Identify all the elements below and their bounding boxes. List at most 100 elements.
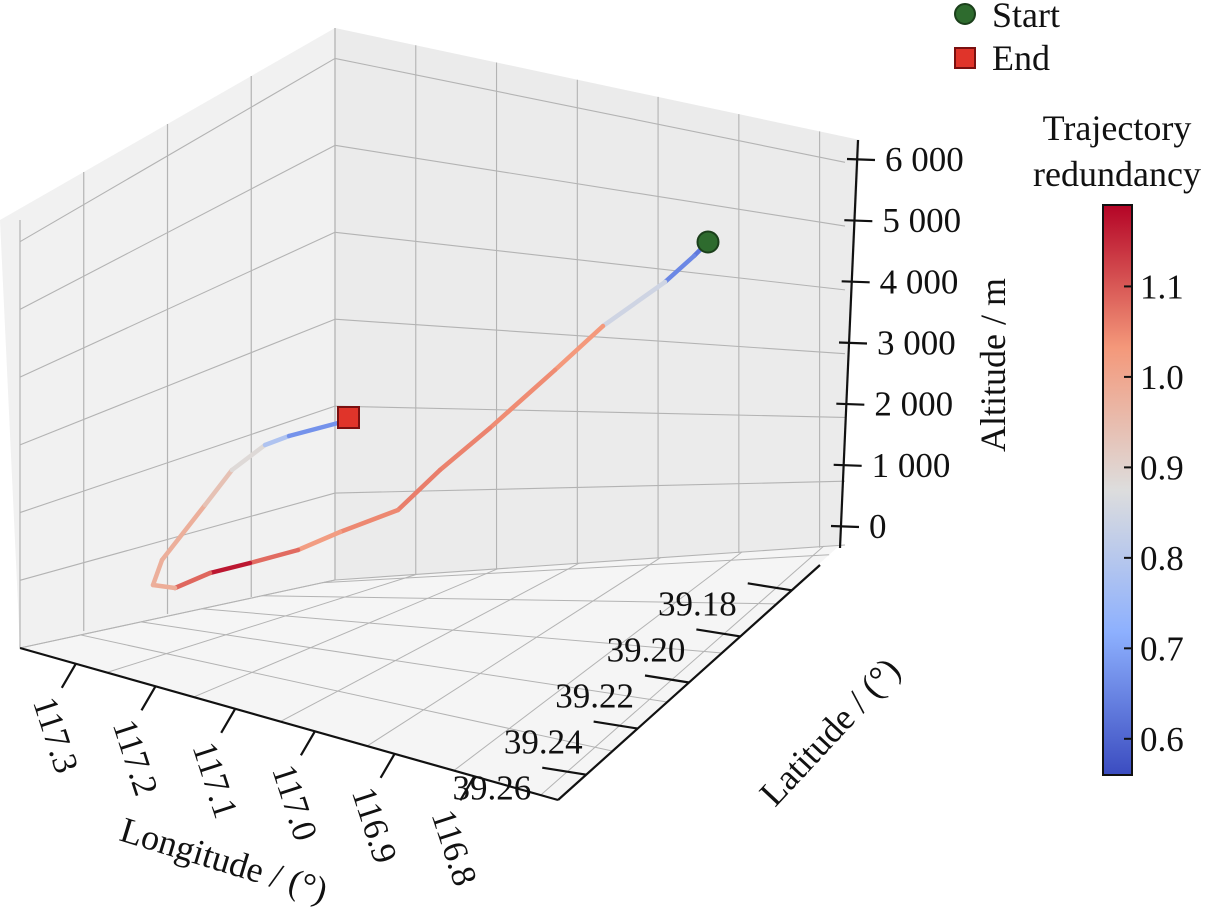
- y-tick: [747, 582, 792, 592]
- grid-line: [19, 57, 336, 243]
- grid-line: [334, 57, 846, 163]
- grid-line: [193, 568, 499, 698]
- z-tick: [836, 402, 865, 406]
- trajectory-segment: [337, 507, 401, 535]
- z-tick: [844, 219, 873, 223]
- trajectory-segment: [487, 367, 558, 431]
- colorbar-tick-label: 1.0: [1140, 358, 1184, 397]
- colorbar: Trajectory redundancy 0.6 0.7 0.8 0.9 1.0 1.1: [1033, 108, 1201, 776]
- grid-line: [19, 405, 336, 514]
- trajectory-segment: [202, 467, 235, 508]
- trajectory-segment: [207, 560, 253, 576]
- grid-line: [334, 231, 846, 291]
- trajectory-segment: [395, 467, 443, 513]
- legend: Start End: [954, 0, 1060, 78]
- trajectory-segment: [600, 279, 668, 329]
- x-tick: [459, 775, 476, 801]
- x-tick: [220, 708, 237, 734]
- grid-line: [280, 562, 580, 722]
- grid-line: [80, 634, 613, 752]
- colorbar-tick-label: 0.8: [1140, 539, 1184, 578]
- colorbar-title-line2: redundancy: [1033, 154, 1201, 194]
- x-tick: [140, 685, 157, 711]
- z-tick: [833, 463, 862, 467]
- x-tick-label: 116.8: [424, 805, 485, 891]
- z-tick-label: 2 000: [874, 385, 953, 424]
- start-marker: [696, 230, 720, 254]
- x-axis-line: [19, 646, 559, 802]
- trajectory-segment: [437, 425, 493, 473]
- legend-end-symbol: [954, 47, 976, 69]
- trajectory-segment: [662, 253, 697, 285]
- grid-line: [334, 405, 846, 418]
- grid-line: [453, 551, 743, 771]
- grid-line: [19, 231, 336, 378]
- trajectory-segment: [552, 323, 606, 373]
- colorbar-tick-label: 1.1: [1140, 267, 1184, 306]
- y-tick: [593, 720, 638, 730]
- grid-line: [201, 608, 721, 654]
- legend-end-label: End: [992, 38, 1050, 78]
- trajectory-segment: [229, 442, 268, 473]
- colorbar-tick-label: 0.7: [1140, 629, 1184, 668]
- z-axis-line: [838, 139, 860, 549]
- grid-line: [366, 556, 662, 747]
- y-tick: [696, 628, 741, 638]
- z-tick-label: 5 000: [882, 201, 961, 240]
- end-marker: [337, 406, 360, 429]
- grid-line: [334, 144, 846, 227]
- z-axis-label: Altitude / m: [973, 278, 1013, 452]
- x-tick-label: 117.0: [264, 760, 325, 846]
- y-tick-label: 39.18: [658, 584, 737, 623]
- x-tick: [299, 730, 316, 756]
- legend-start-symbol: [954, 3, 976, 25]
- grid-line: [262, 595, 775, 605]
- z-tick-label: 1 000: [872, 446, 951, 485]
- y-tick-label: 39.26: [453, 769, 532, 808]
- colorbar-ticks: 0.6 0.7 0.8 0.9 1.0 1.1: [1124, 267, 1184, 759]
- colorbar-tick-label: 0.6: [1140, 720, 1184, 759]
- grid-line: [19, 318, 336, 446]
- trajectory-segment: [247, 547, 301, 566]
- x-tick-label: 117.3: [25, 692, 86, 778]
- trajectory-segment: [286, 420, 341, 439]
- grid-line: [322, 554, 830, 584]
- trajectory-segment: [262, 433, 292, 448]
- x-tick: [379, 753, 396, 779]
- trajectory-segment: [295, 529, 343, 553]
- z-tick-label: 6 000: [885, 140, 964, 179]
- floor-pane: [20, 545, 840, 800]
- y-axis-ticks: 39.18 39.20 39.22 39.24 39.26: [453, 582, 792, 808]
- z-tick: [830, 524, 860, 529]
- y-tick-label: 39.20: [607, 630, 686, 669]
- z-tick: [841, 280, 870, 284]
- x-tick-label: 117.2: [105, 715, 166, 801]
- trajectory-line: [150, 239, 711, 591]
- z-axis-ticks: 0 1 000 2 000 3 000 4 000 5 000 6 000: [830, 140, 964, 546]
- trajectory-segment: [159, 502, 208, 563]
- grid-line: [141, 621, 667, 703]
- y-tick: [542, 766, 587, 776]
- grid-line: [106, 573, 417, 673]
- trajectory-segment: [150, 582, 178, 591]
- y-tick-label: 39.24: [504, 723, 583, 762]
- x-tick: [60, 663, 77, 689]
- z-tick-label: 0: [869, 507, 887, 546]
- z-tick: [838, 341, 868, 345]
- y-tick: [644, 674, 690, 684]
- grid-line: [19, 579, 336, 649]
- grid-line: [334, 544, 846, 581]
- colorbar-title-line1: Trajectory: [1043, 108, 1192, 148]
- z-tick: [846, 157, 876, 162]
- z-tick-label: 4 000: [880, 262, 959, 301]
- colorbar-tick-label: 0.9: [1140, 448, 1184, 487]
- trajectory-segment: [150, 557, 165, 588]
- z-tick-label: 3 000: [877, 324, 956, 363]
- legend-start-label: Start: [992, 0, 1060, 35]
- y-axis-label: Latitude / (°): [752, 650, 908, 814]
- grid-line: [19, 144, 336, 310]
- x-tick-label: 117.1: [185, 737, 246, 823]
- x-tick-label: 116.9: [344, 782, 405, 868]
- trajectory-segment: [172, 570, 213, 591]
